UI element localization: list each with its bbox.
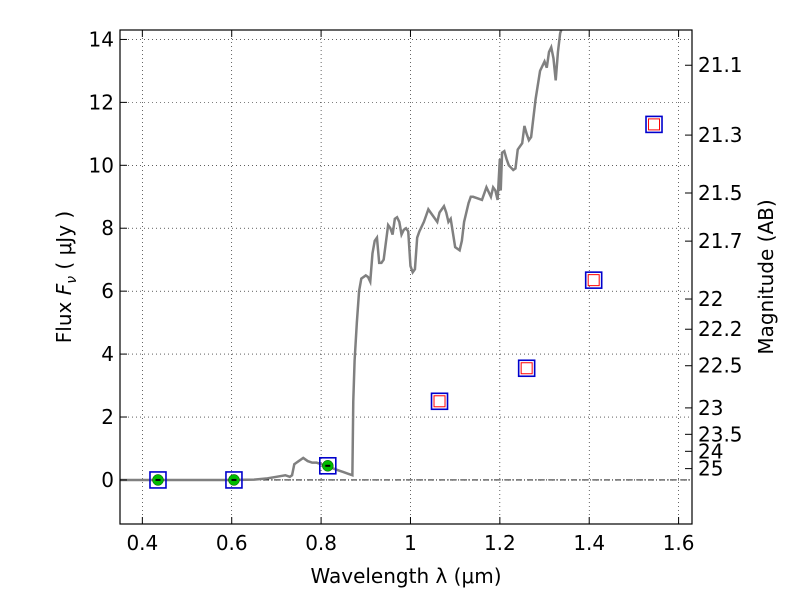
spectrum-line (120, 30, 563, 482)
magnitude-tick-label: 23.5 (698, 422, 743, 446)
y-tick-label: 0 (101, 468, 114, 492)
spectrum-layer (120, 30, 563, 482)
red-square-marker (587, 274, 600, 287)
right-y-axis-label: Magnitude (AB) (754, 199, 778, 354)
y-axis-label-symbol: F (52, 283, 76, 295)
magnitude-tick-label: 21.1 (698, 53, 743, 77)
blue-square-marker (225, 471, 243, 489)
ticks-layer: 0.4 0.6 0.8 1 1.2 1.4 1.60246810121421.121.321… (89, 27, 743, 555)
markers-layer (149, 115, 663, 489)
magnitude-tick-label: 23 (698, 396, 723, 420)
x-tick-label: 1.2 (484, 531, 516, 555)
y-axis-label: Flux Fν ( μJy ) (52, 211, 80, 343)
blue-square-marker (318, 456, 337, 475)
y-tick-label: 6 (101, 279, 114, 303)
y-tick-label: 4 (101, 342, 114, 366)
magnitude-tick-label: 21.3 (698, 123, 743, 147)
y-axis-label-prefix: Flux (52, 295, 76, 343)
magnitude-tick-label: 22 (698, 287, 723, 311)
y-tick-label: 10 (89, 153, 114, 177)
red-square-marker (520, 362, 533, 375)
magnitude-tick-label: 24 (698, 439, 723, 463)
magnitude-tick-label: 22.5 (698, 354, 743, 378)
x-tick-label: 1.4 (573, 531, 605, 555)
x-tick-label: 0.6 (216, 531, 248, 555)
gridlines (120, 30, 692, 524)
magnitude-tick-label: 25 (698, 457, 723, 481)
blue-square-marker (645, 115, 663, 134)
blue-square-marker (149, 471, 167, 489)
magnitude-tick-label: 22.2 (698, 317, 743, 341)
blue-square-marker (517, 359, 536, 378)
red-square-marker (433, 395, 446, 408)
plot-frame (119, 29, 693, 525)
x-axis-label: Wavelength λ (μm) (310, 564, 501, 588)
magnitude-tick-label: 21.7 (698, 229, 743, 253)
blue-square-marker (430, 392, 449, 411)
x-tick-label: 1 (404, 531, 417, 555)
x-tick-label: 0.4 (126, 531, 158, 555)
y-tick-label: 12 (89, 90, 114, 114)
y-axis-label-subscript: ν (64, 276, 80, 284)
y-axis-label-suffix: ( μJy ) (52, 211, 76, 276)
red-square-marker (648, 118, 661, 131)
x-tick-label: 1.6 (663, 531, 695, 555)
y-tick-label: 8 (101, 216, 114, 240)
x-tick-label: 0.8 (305, 531, 337, 555)
y-tick-label: 2 (101, 405, 114, 429)
blue-square-marker (584, 271, 603, 289)
magnitude-tick-label: 21.5 (698, 181, 743, 205)
y-tick-label: 14 (89, 27, 114, 51)
